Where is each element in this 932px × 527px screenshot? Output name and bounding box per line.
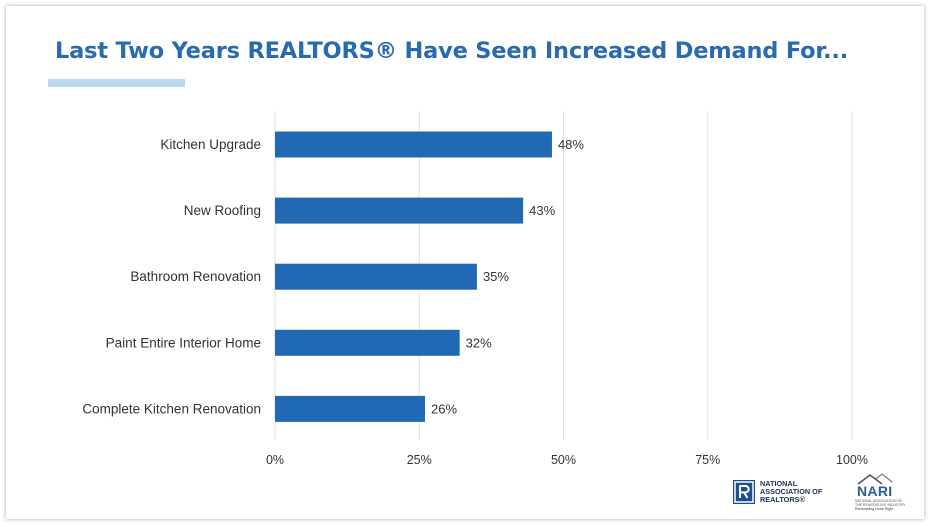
- nari-tagline: Remodeling Done Right: [855, 507, 894, 511]
- nari-sub-line-1: NATIONAL ASSOCIATION OF: [855, 499, 903, 503]
- nar-line-3: REALTORS®: [760, 495, 805, 505]
- category-label: Kitchen Upgrade: [160, 137, 261, 152]
- nar-line-2: ASSOCIATION OF: [760, 486, 823, 496]
- nari-wordmark: NARI: [857, 483, 893, 499]
- category-label: Complete Kitchen Renovation: [82, 401, 261, 416]
- slide: [6, 6, 924, 519]
- labels: 0% 25% 50% 75% 100% Kitchen Upgrade 48% New Roo…: [82, 137, 868, 467]
- value-label: 48%: [558, 137, 584, 152]
- title-underline: [48, 79, 185, 87]
- nari-logo: NARI NATIONAL ASSOCIATION OF THE REMODEL…: [852, 472, 905, 512]
- bar: [275, 263, 477, 290]
- category-label: Paint Entire Interior Home: [106, 335, 261, 350]
- category-label: Bathroom Renovation: [130, 269, 261, 284]
- bar: [275, 131, 552, 158]
- nar-line-1: NATIONAL: [760, 478, 798, 488]
- x-tick-label: 50%: [551, 453, 576, 467]
- bar: [275, 197, 524, 224]
- realtor-r-icon: [733, 480, 755, 504]
- value-label: 35%: [483, 269, 509, 284]
- x-tick-label: 75%: [695, 453, 720, 467]
- value-label: 26%: [431, 401, 457, 416]
- nari-sub-line-2: THE REMODELING INDUSTRY: [855, 503, 906, 507]
- nar-logo-text: NATIONAL ASSOCIATION OF REALTORS®: [760, 478, 823, 505]
- house-roof-icon: [857, 473, 893, 485]
- x-tick-label: 100%: [836, 453, 868, 467]
- x-tick-label: 0%: [266, 453, 284, 467]
- value-label: 43%: [529, 203, 555, 218]
- x-tick-label: 25%: [407, 453, 432, 467]
- bar: [275, 395, 426, 422]
- category-label: New Roofing: [184, 203, 261, 218]
- bar: [275, 329, 460, 356]
- chart-title: Last Two Years REALTORS® Have Seen Incre…: [55, 38, 849, 64]
- nari-subtitle: NATIONAL ASSOCIATION OF THE REMODELING I…: [855, 499, 905, 507]
- value-label: 32%: [466, 335, 492, 350]
- nar-logo: NATIONAL ASSOCIATION OF REALTORS®: [733, 478, 822, 506]
- bars: [275, 131, 552, 422]
